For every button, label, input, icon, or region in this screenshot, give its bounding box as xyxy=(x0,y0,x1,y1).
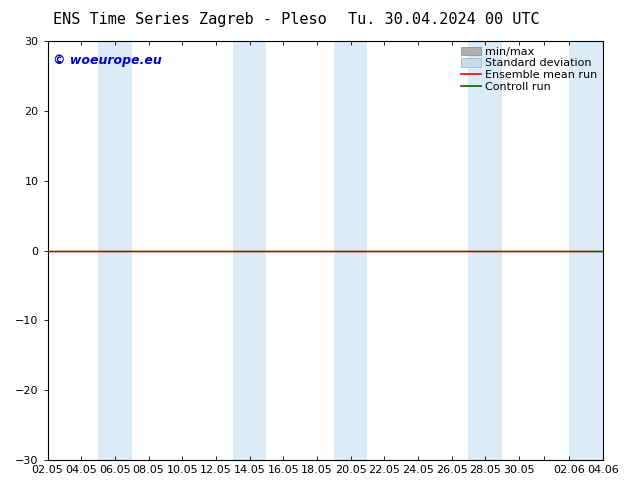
Text: Tu. 30.04.2024 00 UTC: Tu. 30.04.2024 00 UTC xyxy=(348,12,540,27)
Bar xyxy=(569,41,603,460)
Bar xyxy=(98,41,132,460)
Legend: min/max, Standard deviation, Ensemble mean run, Controll run: min/max, Standard deviation, Ensemble me… xyxy=(458,45,600,94)
Bar xyxy=(469,41,502,460)
Text: © woeurope.eu: © woeurope.eu xyxy=(53,53,162,67)
Text: ENS Time Series Zagreb - Pleso: ENS Time Series Zagreb - Pleso xyxy=(53,12,327,27)
Bar xyxy=(333,41,368,460)
Bar xyxy=(233,41,266,460)
